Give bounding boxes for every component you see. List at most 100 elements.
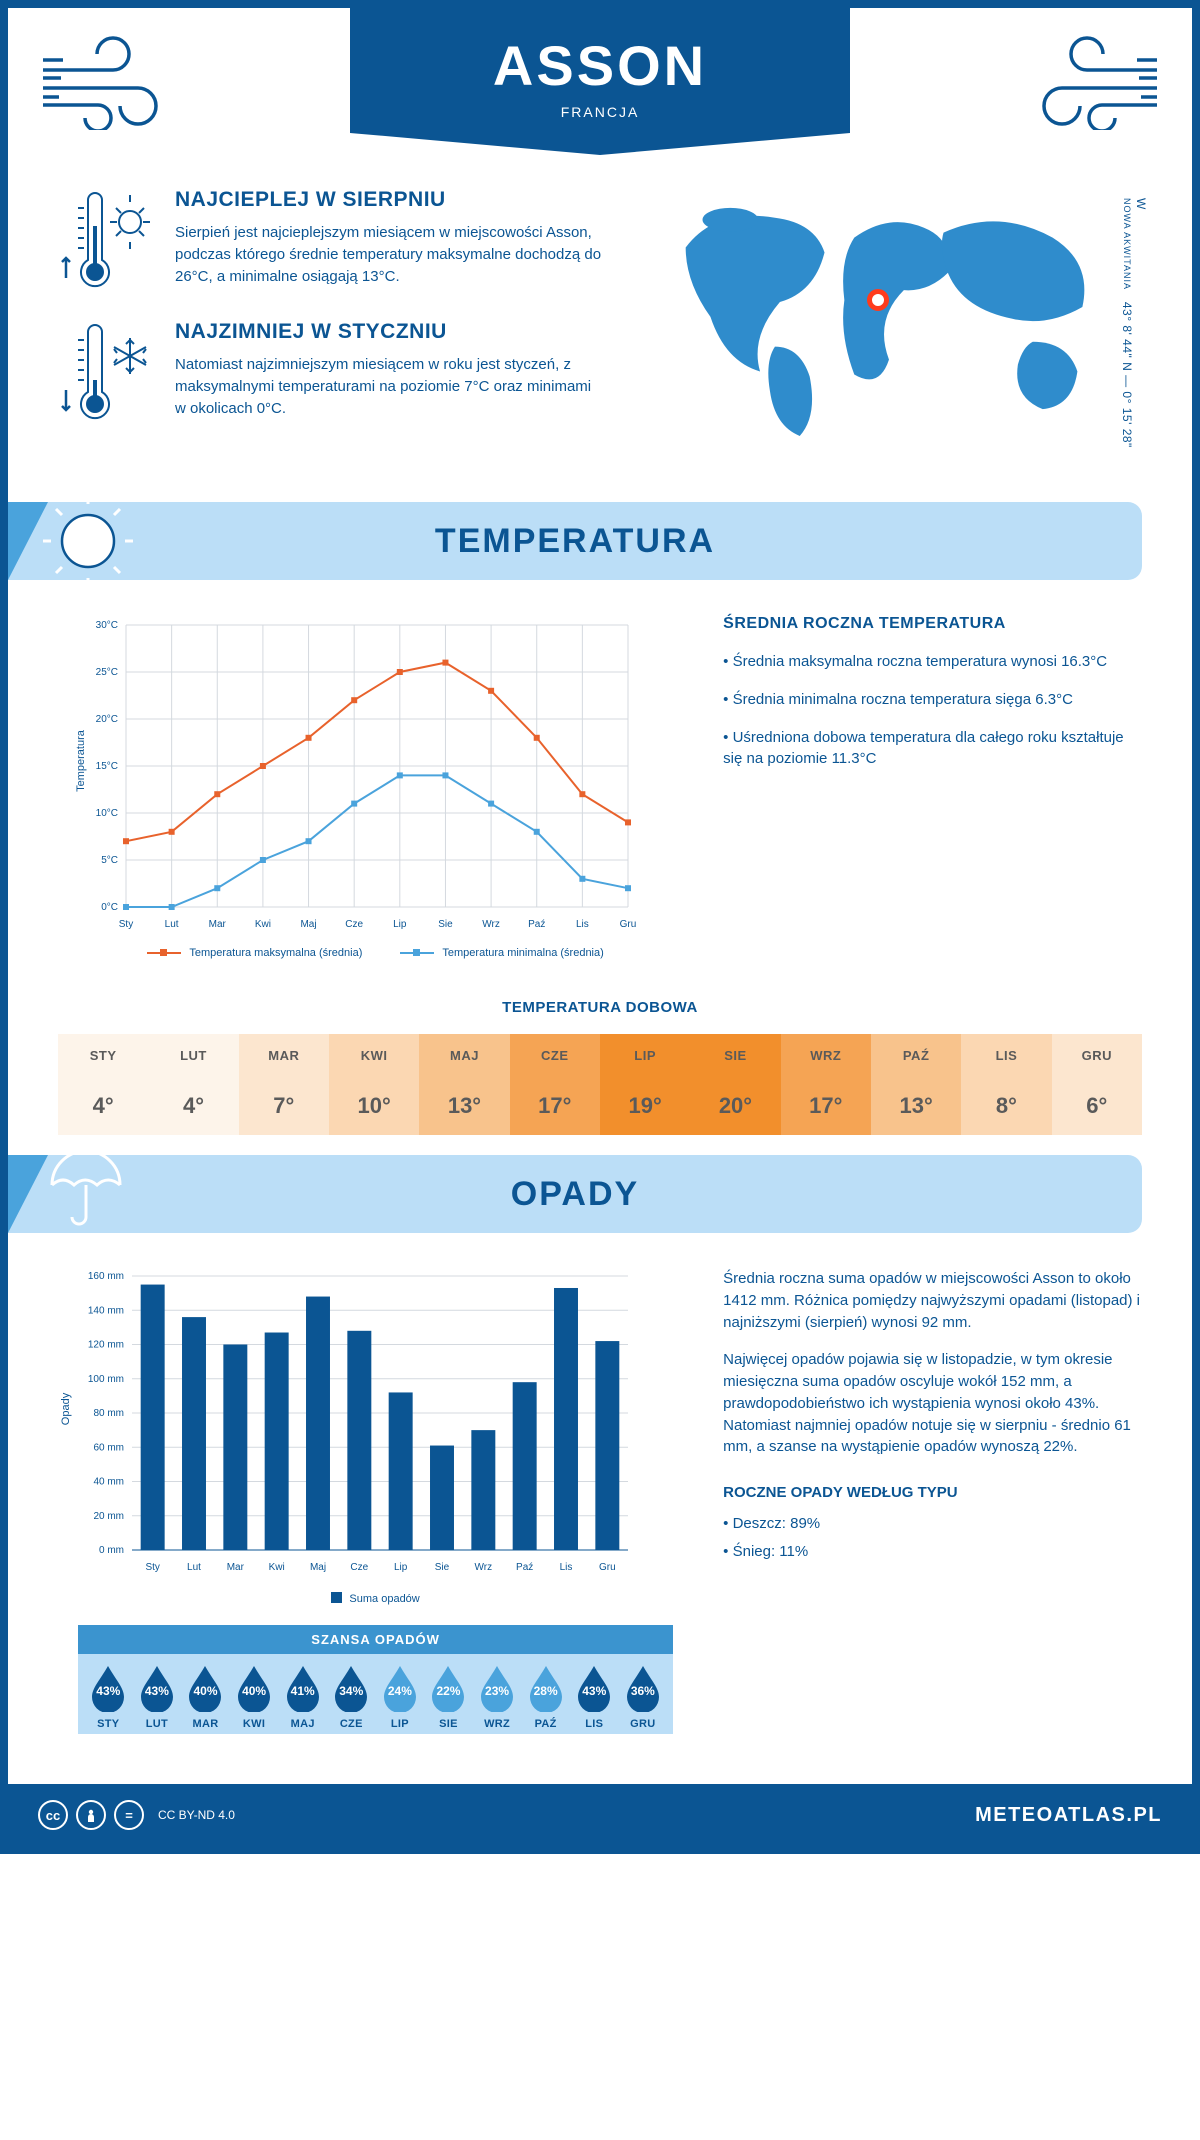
coldest-body: Natomiast najzimniejszym miesiącem w rok… (175, 354, 606, 419)
map-marker-icon (867, 289, 889, 311)
rain-chance-cell: 23%WRZ (473, 1664, 522, 1730)
rain-chance-cell: 43%STY (84, 1664, 133, 1730)
rain-chance-cell: 22%SIE (424, 1664, 473, 1730)
rain-chance-month: MAR (181, 1718, 230, 1730)
city-title: ASSON (350, 33, 850, 98)
precip-type-title: ROCZNE OPADY WEDŁUG TYPU (723, 1484, 1142, 1501)
rain-chance-value: 34% (339, 1684, 363, 1698)
intro-section: NAJCIEPLEJ W SIERPNIU Sierpień jest najc… (8, 178, 1192, 482)
rain-chance-month: LIS (570, 1718, 619, 1730)
warmest-title: NAJCIEPLEJ W SIERPNIU (175, 188, 606, 212)
daily-temp-month: KWI (329, 1034, 419, 1077)
legend-label: Temperatura maksymalna (średnia) (189, 947, 362, 959)
svg-text:Gru: Gru (620, 919, 637, 930)
daily-temp-value: 20° (690, 1077, 780, 1135)
svg-text:Kwi: Kwi (269, 1562, 285, 1573)
daily-temp-cell: GRU6° (1052, 1034, 1142, 1135)
daily-temp-month: LIS (961, 1034, 1051, 1077)
svg-text:60 mm: 60 mm (93, 1442, 124, 1453)
daily-temp-value: 7° (239, 1077, 329, 1135)
legend-item: Temperatura minimalna (średnia) (400, 947, 603, 959)
title-banner: ASSON FRANCJA (350, 8, 850, 155)
wind-decoration-right-icon (1002, 30, 1162, 130)
daily-temp-cell: MAR7° (239, 1034, 329, 1135)
svg-text:Wrz: Wrz (475, 1562, 493, 1573)
svg-text:0 mm: 0 mm (99, 1545, 124, 1556)
daily-temp-value: 17° (510, 1077, 600, 1135)
svg-text:20°C: 20°C (96, 714, 118, 725)
cc-icon: cc (38, 1800, 68, 1830)
precip-y-axis-label: Opady (60, 1393, 72, 1425)
svg-text:Lip: Lip (394, 1562, 408, 1573)
sun-icon (38, 496, 138, 586)
rain-chance-cell: 28%PAŹ (521, 1664, 570, 1730)
footer: cc = CC BY-ND 4.0 METEOATLAS.PL (8, 1784, 1192, 1846)
daily-temp-value: 6° (1052, 1077, 1142, 1135)
svg-text:120 mm: 120 mm (88, 1340, 124, 1351)
daily-temp-cell: WRZ17° (781, 1034, 871, 1135)
rain-chance-month: LUT (133, 1718, 182, 1730)
country-subtitle: FRANCJA (350, 104, 850, 120)
raindrop-icon: 40% (185, 1664, 225, 1712)
svg-text:Cze: Cze (350, 1562, 368, 1573)
svg-text:Cze: Cze (345, 919, 363, 930)
daily-temp-cell: PAŹ13° (871, 1034, 961, 1135)
rain-chance-value: 43% (145, 1684, 169, 1698)
daily-temp-value: 10° (329, 1077, 419, 1135)
daily-temp-cell: LIS8° (961, 1034, 1051, 1135)
daily-temp-cell: STY4° (58, 1034, 148, 1135)
temperature-sidebar: ŚREDNIA ROCZNA TEMPERATURA • Średnia mak… (723, 615, 1142, 959)
raindrop-icon: 36% (623, 1664, 663, 1712)
rain-chance-cell: 41% MAJ (278, 1664, 327, 1730)
rain-chance-block: SZANSA OPADÓW 43%STY43%LUT40%MAR40%KWI41… (78, 1625, 673, 1734)
cc-license-icons: cc = (38, 1800, 144, 1830)
rain-chance-cell: 43% LIS (570, 1664, 619, 1730)
svg-text:Mar: Mar (227, 1562, 245, 1573)
svg-text:Sie: Sie (438, 919, 453, 930)
header: ASSON FRANCJA (8, 8, 1192, 178)
rain-chance-value: 43% (582, 1684, 606, 1698)
warmest-fact: NAJCIEPLEJ W SIERPNIU Sierpień jest najc… (58, 188, 606, 298)
coldest-title: NAJZIMNIEJ W STYCZNIU (175, 320, 606, 344)
rain-chance-cell: 40%KWI (230, 1664, 279, 1730)
svg-text:Maj: Maj (310, 1562, 326, 1573)
svg-text:Sie: Sie (435, 1562, 450, 1573)
daily-temp-month: MAR (239, 1034, 329, 1077)
rain-chance-month: WRZ (473, 1718, 522, 1730)
rain-chance-row: 43%STY43%LUT40%MAR40%KWI41%MAJ34%CZE24%L… (78, 1654, 673, 1734)
daily-temp-cell: CZE17° (510, 1034, 600, 1135)
wind-decoration-left-icon (38, 30, 198, 130)
daily-temp-cell: SIE20° (690, 1034, 780, 1135)
temperature-title: TEMPERATURA (435, 522, 715, 561)
svg-text:Paź: Paź (528, 919, 545, 930)
daily-temp-month: SIE (690, 1034, 780, 1077)
precip-type-item: • Śnieg: 11% (723, 1541, 1142, 1563)
temperature-body: Temperatura 0°C5°C10°C15°C20°C25°C30°CSt… (8, 605, 1192, 979)
precipitation-sidebar: Średnia roczna suma opadów w miejscowośc… (723, 1268, 1142, 1734)
daily-temp-month: GRU (1052, 1034, 1142, 1077)
svg-text:10°C: 10°C (96, 808, 118, 819)
page: ASSON FRANCJA NAJCIEPLEJ W SIERPNIU Sier… (0, 0, 1200, 1854)
rain-chance-cell: 43% LUT (133, 1664, 182, 1730)
svg-text:Sty: Sty (145, 1562, 159, 1573)
rain-chance-value: 41% (291, 1684, 315, 1698)
coldest-fact: NAJZIMNIEJ W STYCZNIU Natomiast najzimni… (58, 320, 606, 430)
temp-y-axis-label: Temperatura (75, 730, 87, 792)
legend-item: Temperatura maksymalna (średnia) (147, 947, 362, 959)
daily-temp-cell: LIP19° (600, 1034, 690, 1135)
temperature-section-header: TEMPERATURA (8, 502, 1142, 580)
rain-chance-month: MAJ (278, 1718, 327, 1730)
svg-text:30°C: 30°C (96, 620, 118, 631)
rain-chance-cell: 40% MAR (181, 1664, 230, 1730)
svg-text:80 mm: 80 mm (93, 1408, 124, 1419)
svg-text:Lut: Lut (165, 919, 179, 930)
daily-temp-month: LIP (600, 1034, 690, 1077)
daily-temp-month: PAŹ (871, 1034, 961, 1077)
svg-text:40 mm: 40 mm (93, 1477, 124, 1488)
raindrop-icon: 41% (283, 1664, 323, 1712)
precip-summary-1: Średnia roczna suma opadów w miejscowośc… (723, 1268, 1142, 1333)
svg-text:160 mm: 160 mm (88, 1271, 124, 1282)
rain-chance-value: 28% (534, 1684, 558, 1698)
raindrop-icon: 43% (574, 1664, 614, 1712)
rain-chance-title: SZANSA OPADÓW (78, 1625, 673, 1654)
